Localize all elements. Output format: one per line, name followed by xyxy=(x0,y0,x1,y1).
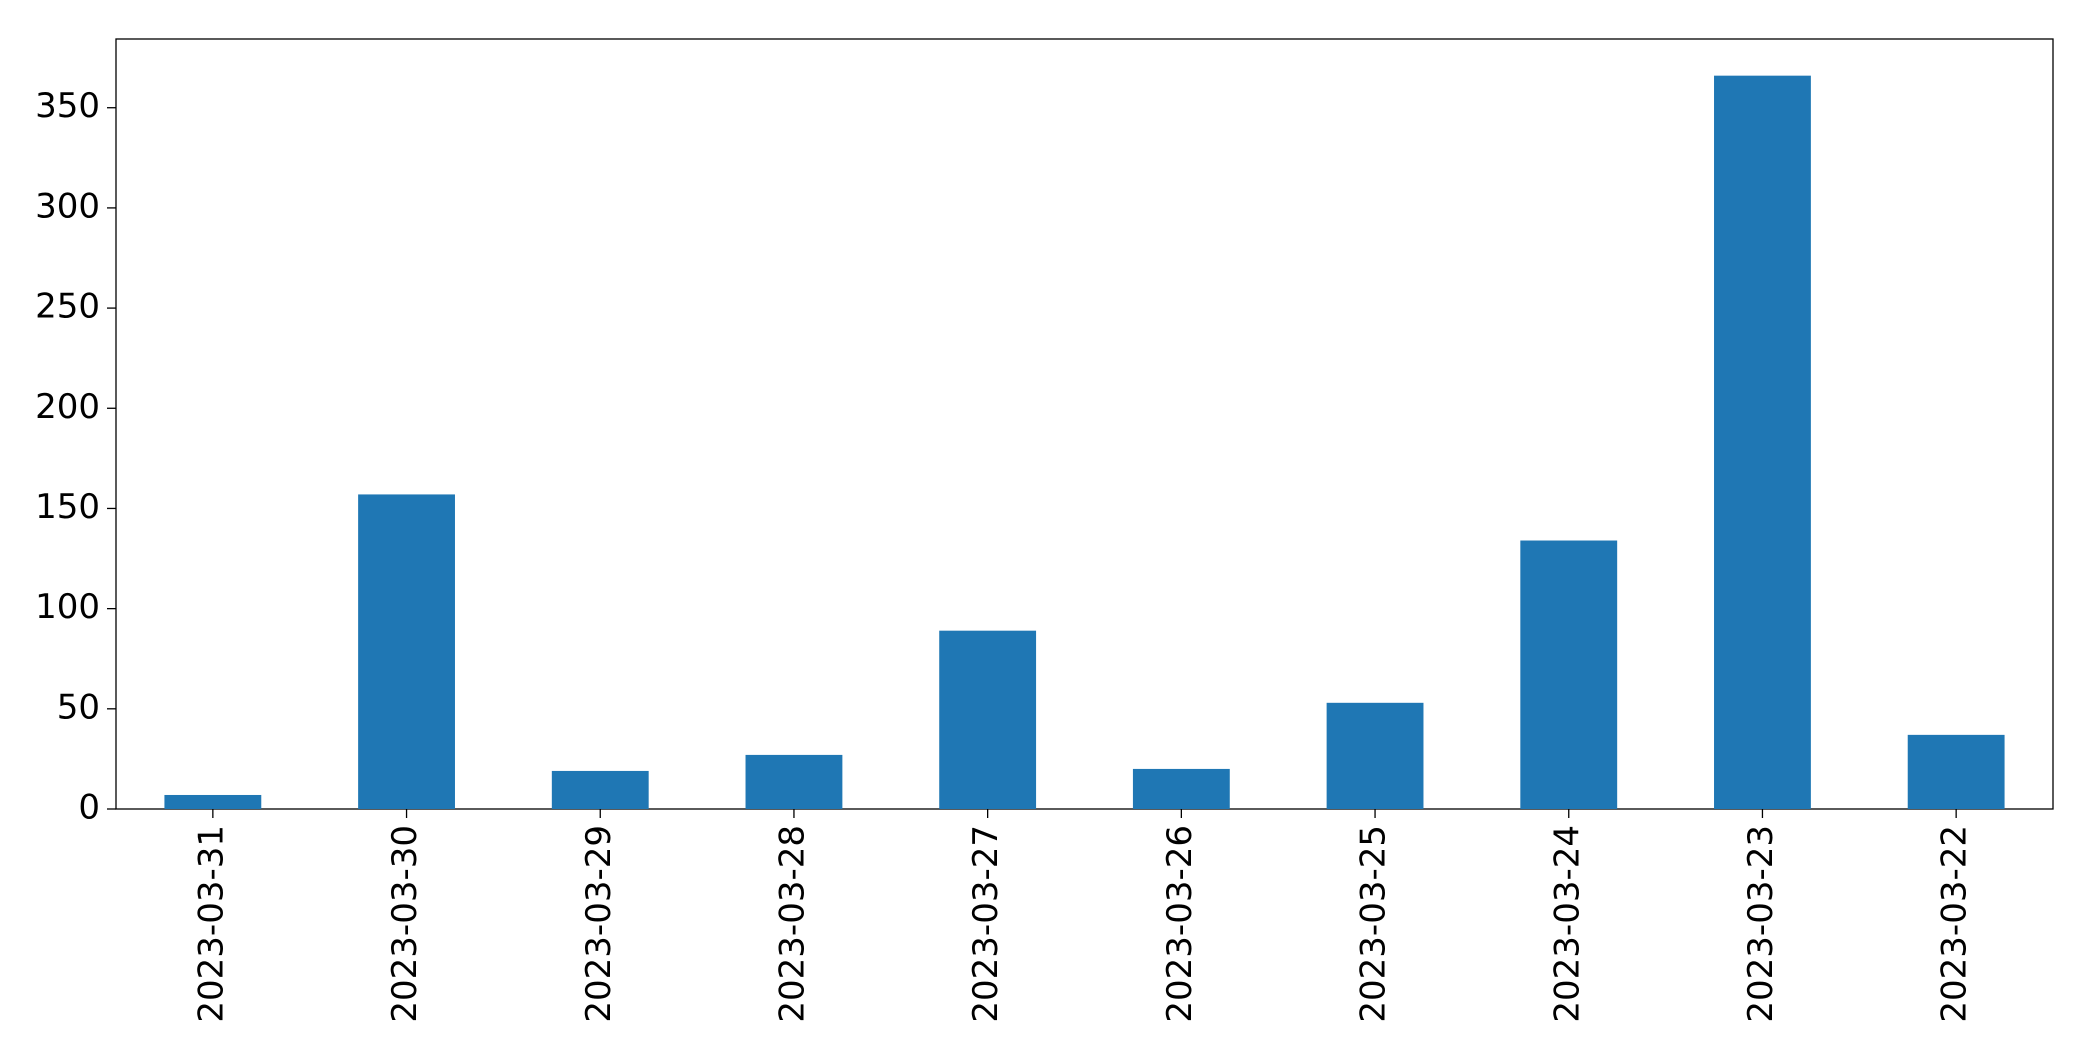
y-tick-label: 350 xyxy=(35,86,100,126)
plot-frame xyxy=(115,38,2054,810)
bar xyxy=(1520,540,1618,809)
y-tick-label: 0 xyxy=(78,788,100,828)
bar xyxy=(551,770,649,809)
y-tick-label: 300 xyxy=(35,186,100,226)
x-tick-label: 2023-03-25 xyxy=(1354,825,1394,1023)
bar xyxy=(164,794,262,809)
y-tick-label: 250 xyxy=(35,287,100,327)
y-tick-label: 50 xyxy=(57,687,100,727)
x-tick-label: 2023-03-23 xyxy=(1741,825,1781,1023)
bar xyxy=(1326,702,1424,809)
bar xyxy=(1907,734,2005,809)
x-tick-label: 2023-03-22 xyxy=(1935,825,1975,1023)
y-tick-label: 150 xyxy=(35,487,100,527)
x-tick-label: 2023-03-30 xyxy=(385,825,425,1023)
x-tick-label: 2023-03-24 xyxy=(1547,825,1587,1023)
x-tick-label: 2023-03-31 xyxy=(191,825,231,1023)
x-tick-label: 2023-03-27 xyxy=(966,825,1006,1023)
y-tick-label: 100 xyxy=(35,587,100,627)
bar xyxy=(745,754,843,809)
bar xyxy=(1714,75,1811,809)
y-tick-label: 200 xyxy=(35,387,100,427)
bar xyxy=(939,630,1037,809)
bar xyxy=(358,494,455,809)
x-tick-label: 2023-03-29 xyxy=(579,825,619,1023)
x-tick-label: 2023-03-26 xyxy=(1160,825,1200,1023)
x-tick-label: 2023-03-28 xyxy=(772,825,812,1023)
bar xyxy=(1132,768,1230,809)
